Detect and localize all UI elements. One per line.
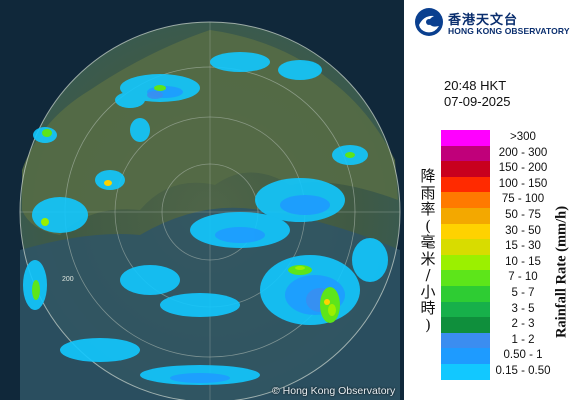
legend-label: >300 [510, 131, 536, 143]
legend-swatch [441, 192, 490, 208]
legend-swatch [441, 161, 490, 177]
legend-row: 30 - 50 [441, 223, 577, 240]
legend-title-zh-char: 毫 [420, 233, 436, 251]
legend-row: 3 - 5 [441, 301, 577, 318]
legend-title-zh-char: 率 [420, 200, 436, 218]
legend-swatch [441, 254, 490, 271]
legend-row: 0.15 - 0.50 [441, 363, 577, 380]
legend-panel: 香港天文台 HONG KONG OBSERVATORY 20:48 HKT 07… [404, 0, 577, 400]
legend-label: 0.15 - 0.50 [495, 364, 551, 377]
legend-swatch [441, 130, 490, 146]
radar-map: 200 [0, 0, 404, 400]
legend-label: 30 - 50 [505, 224, 541, 237]
legend-swatch [441, 207, 490, 224]
legend-title-zh-char: 時 [420, 299, 436, 317]
legend-swatch [441, 223, 490, 240]
legend-label: 75 - 100 [501, 193, 545, 206]
rain-echoes [23, 52, 388, 385]
logo-name-en: HONG KONG OBSERVATORY [448, 26, 570, 36]
legend-row: 100 - 150 [441, 176, 577, 193]
legend-label: 5 - 7 [511, 286, 535, 299]
legend-row: >300 [441, 130, 577, 146]
legend-label: 0.50 - 1 [503, 349, 543, 362]
legend-label: 15 - 30 [505, 240, 541, 253]
legend-title-zh-char: 雨 [420, 183, 436, 202]
legend-label: 100 - 150 [498, 177, 548, 190]
legend-swatch [441, 348, 490, 364]
observation-time: 20:48 HKT [444, 78, 507, 93]
copyright-text: © Hong Kong Observatory [272, 385, 396, 397]
legend-title-zh-char: / [425, 266, 431, 284]
legend-label: 3 - 5 [511, 302, 535, 315]
legend-label: 50 - 75 [505, 208, 541, 221]
logo-name-zh: 香港天文台 [448, 13, 519, 28]
range-ring-label: 200 [62, 276, 74, 283]
legend-row: 2 - 3 [441, 317, 577, 333]
legend-label: 150 - 200 [498, 162, 548, 175]
legend-label: 200 - 300 [498, 146, 548, 159]
hko-logo[interactable]: 香港天文台 HONG KONG OBSERVATORY [414, 7, 574, 37]
legend-row: 10 - 15 [441, 254, 577, 271]
legend-swatch [441, 317, 490, 333]
legend-swatch [441, 285, 490, 302]
legend-label: 7 - 10 [508, 271, 538, 284]
legend-title-en-wrapper: Rainfall Rate (mm/h) [550, 172, 574, 372]
legend-row: 200 - 300 [441, 145, 577, 162]
legend-swatch [441, 239, 490, 255]
legend-row: 75 - 100 [441, 192, 577, 208]
legend-swatch [441, 363, 490, 380]
legend-title-zh-char: 小 [420, 282, 436, 301]
observation-date: 07-09-2025 [444, 94, 511, 109]
legend-title-zh-char: 米 [420, 249, 436, 268]
legend-swatch [441, 332, 490, 349]
legend-title-zh-char: 降 [420, 167, 436, 185]
legend-row: 0.50 - 1 [441, 348, 577, 364]
legend-swatch [441, 270, 490, 286]
legend-row: 150 - 200 [441, 161, 577, 177]
legend-swatch [441, 176, 490, 193]
legend-row: 1 - 2 [441, 332, 577, 349]
legend-label: 10 - 15 [505, 255, 541, 268]
legend-title-zh: 降雨率(毫米 / 小時) [418, 168, 438, 333]
legend-row: 5 - 7 [441, 285, 577, 302]
legend-row: 15 - 30 [441, 239, 577, 255]
legend-title-zh-char: ( [425, 216, 431, 235]
legend-row: 50 - 75 [441, 207, 577, 224]
hko-logo-icon [415, 8, 443, 36]
legend-label: 1 - 2 [511, 333, 535, 346]
legend-row: 7 - 10 [441, 270, 577, 286]
legend-title-zh-char: ) [425, 315, 431, 334]
legend-title-en: Rainfall Rate (mm/h) [553, 205, 570, 339]
radar-image: 200 [19, 21, 401, 400]
legend-swatch [441, 145, 490, 162]
legend-label: 2 - 3 [511, 318, 535, 331]
legend-swatch [441, 301, 490, 318]
rainfall-legend: >300 200 - 300 150 - 200 100 - 150 75 - 100 5… [441, 130, 577, 380]
